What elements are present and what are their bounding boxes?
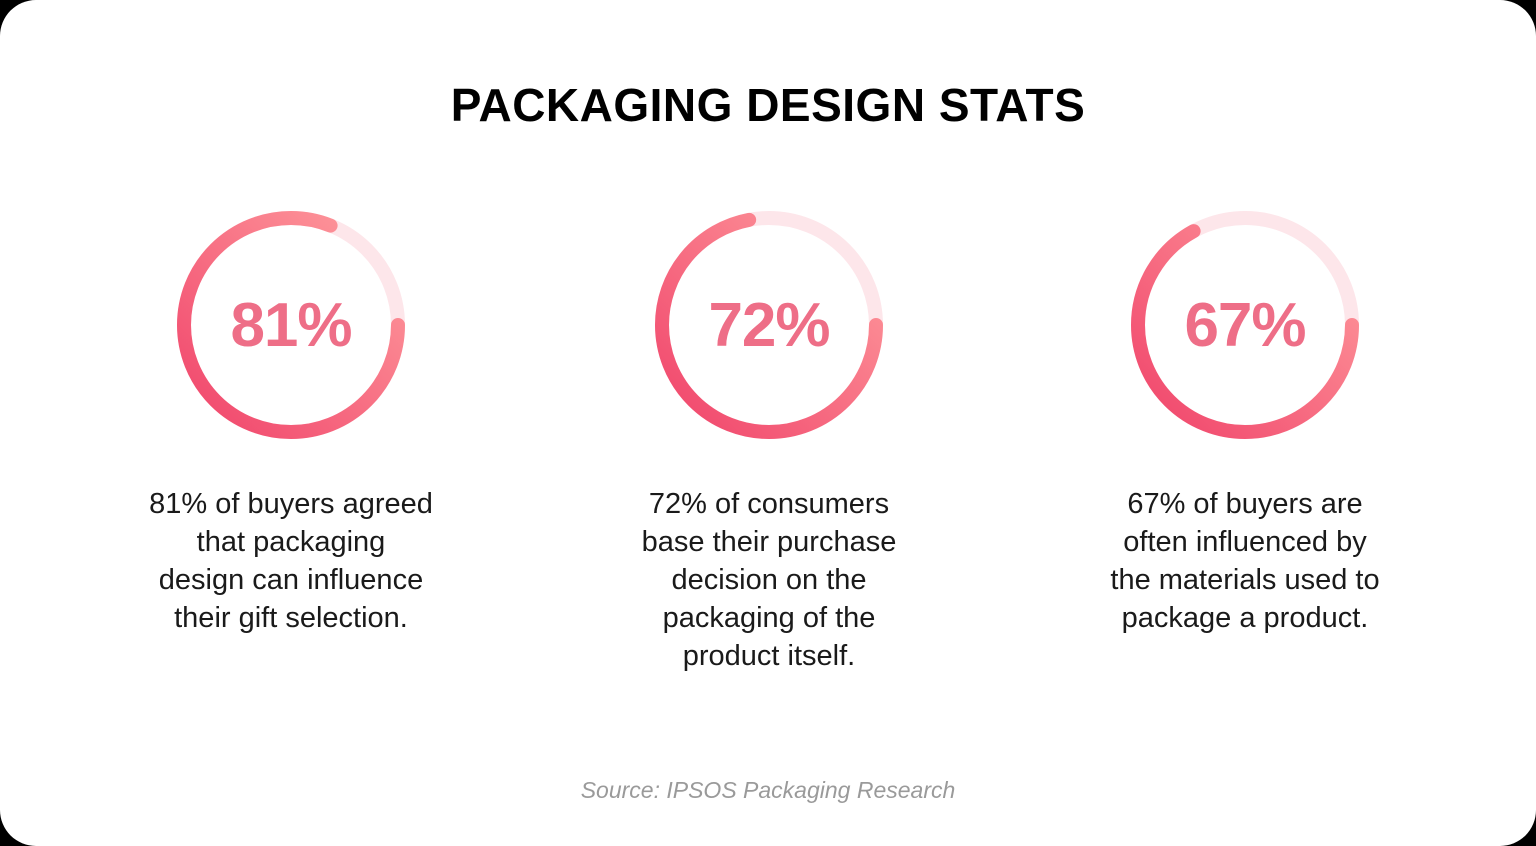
page-title: PACKAGING DESIGN STATS	[450, 79, 1086, 131]
stat-description: 72% of consumers base their purchase dec…	[641, 488, 897, 672]
progress-ring-icon	[177, 211, 405, 439]
stat-description: 67% of buyers are often influenced by th…	[1110, 488, 1380, 634]
progress-ring-icon	[655, 211, 883, 439]
stat-card-1: 81% 81% of buyers agreed that packaging …	[91, 200, 491, 637]
stat-description: 81% of buyers agreed that packaging desi…	[149, 488, 433, 634]
stat-percentage: 72%	[708, 290, 830, 360]
stat-card-2: 72% 72% of consumers base their purchase…	[569, 200, 969, 675]
stat-percentage: 81%	[230, 290, 352, 360]
progress-ring-2: 72%	[644, 200, 894, 450]
progress-ring-1: 81%	[166, 200, 416, 450]
stat-percentage: 67%	[1184, 290, 1306, 360]
stat-card-3: 67% 67% of buyers are often influenced b…	[1045, 200, 1445, 637]
source-note: Source: IPSOS Packaging Research	[580, 777, 956, 803]
progress-ring-3: 67%	[1120, 200, 1370, 450]
progress-ring-icon	[1131, 211, 1359, 439]
